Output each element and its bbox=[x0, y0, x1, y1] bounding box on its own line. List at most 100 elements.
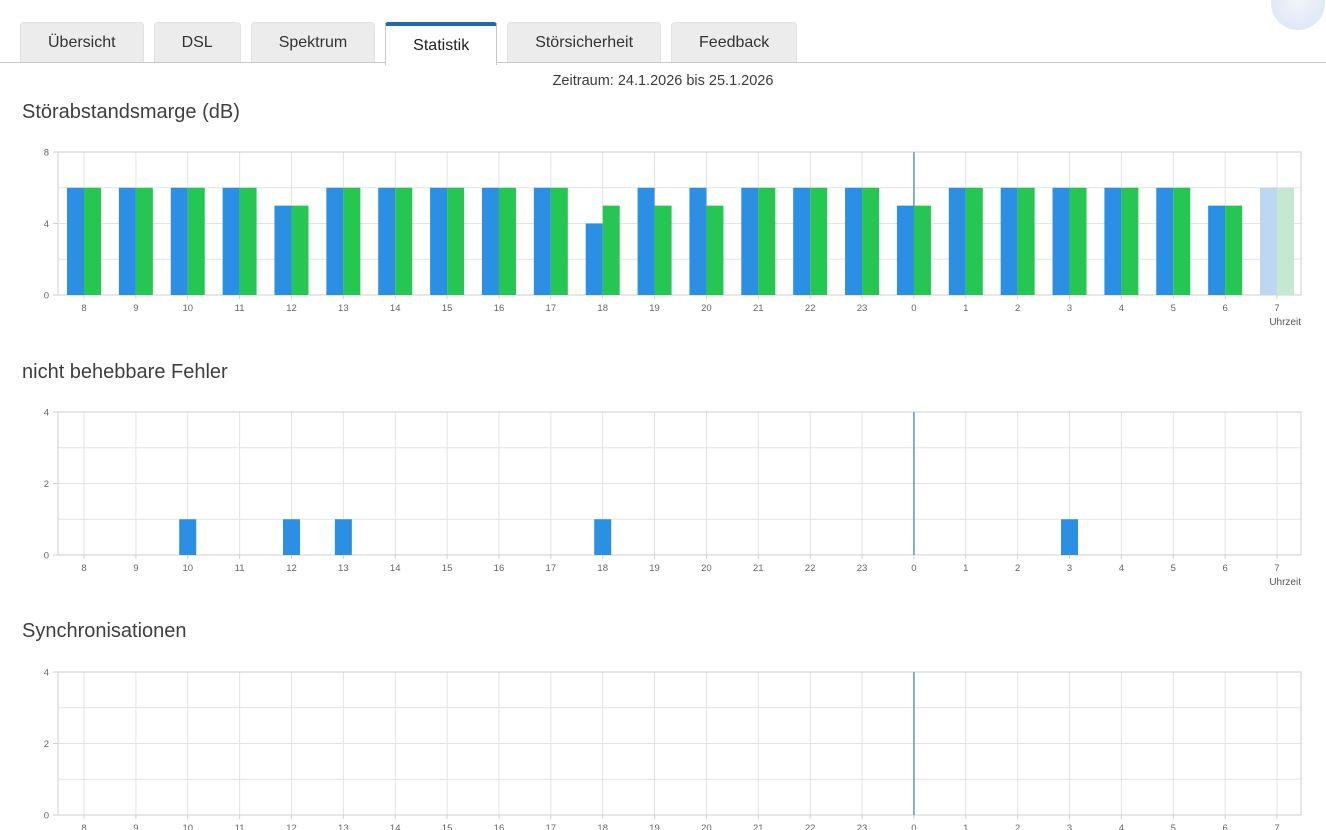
x-tick-label: 15 bbox=[442, 823, 453, 830]
x-tick-label: 6 bbox=[1222, 563, 1227, 574]
x-tick-label: 22 bbox=[805, 303, 816, 314]
bar bbox=[1173, 188, 1190, 295]
x-tick-label: 0 bbox=[911, 303, 916, 314]
x-tick-label: 10 bbox=[182, 303, 193, 314]
bar bbox=[586, 224, 603, 296]
bar bbox=[638, 188, 655, 295]
tab-label: Spektrum bbox=[279, 34, 347, 52]
x-tick-label: 10 bbox=[182, 563, 193, 574]
x-tick-label: 15 bbox=[442, 563, 453, 574]
bar bbox=[136, 188, 153, 295]
x-tick-label: 19 bbox=[649, 563, 660, 574]
x-tick-label: 13 bbox=[338, 563, 349, 574]
tab-spektrum[interactable]: Spektrum bbox=[251, 22, 375, 62]
tab-bar: Übersicht DSL Spektrum Statistik Störsicherh… bbox=[20, 22, 797, 65]
tab-feedback[interactable]: Feedback bbox=[671, 22, 797, 62]
bar bbox=[655, 206, 672, 295]
x-tick-label: 2 bbox=[1015, 823, 1020, 830]
x-tick-label: 20 bbox=[701, 563, 712, 574]
bar bbox=[1156, 188, 1173, 295]
x-tick-label: 9 bbox=[133, 303, 138, 314]
bar bbox=[706, 206, 723, 295]
bar bbox=[430, 188, 447, 295]
x-tick-label: 23 bbox=[857, 823, 868, 830]
bar bbox=[67, 188, 84, 295]
x-tick-label: 0 bbox=[911, 823, 916, 830]
x-tick-label: 3 bbox=[1067, 303, 1072, 314]
bar bbox=[240, 188, 257, 295]
bar bbox=[499, 188, 516, 295]
bar bbox=[1225, 206, 1242, 295]
x-tick-label: 11 bbox=[235, 823, 245, 830]
bar bbox=[741, 188, 758, 295]
x-tick-label: 4 bbox=[1119, 303, 1124, 314]
x-tick-label: 8 bbox=[81, 823, 86, 830]
x-tick-label: 3 bbox=[1067, 823, 1072, 830]
x-tick-label: 1 bbox=[963, 563, 968, 574]
bar bbox=[793, 188, 810, 295]
x-tick-label: 12 bbox=[286, 823, 297, 830]
y-tick-label: 2 bbox=[44, 739, 49, 750]
tab--bersicht[interactable]: Übersicht bbox=[20, 22, 144, 62]
x-tick-label: 10 bbox=[182, 823, 193, 830]
x-tick-label: 18 bbox=[597, 563, 608, 574]
x-tick-label: 8 bbox=[81, 303, 86, 314]
x-tick-label: 22 bbox=[805, 823, 816, 830]
bar bbox=[594, 519, 611, 555]
x-tick-label: 14 bbox=[390, 563, 401, 574]
chart-title-1: nicht behebbare Fehler bbox=[22, 361, 228, 384]
x-tick-label: 17 bbox=[546, 823, 557, 830]
x-axis-caption: Uhrzeit bbox=[1269, 577, 1301, 588]
bar bbox=[119, 188, 136, 295]
x-tick-label: 1 bbox=[963, 823, 968, 830]
y-tick-label: 0 bbox=[44, 811, 49, 822]
bar bbox=[1001, 188, 1018, 295]
x-tick-label: 23 bbox=[857, 303, 868, 314]
y-tick-label: 2 bbox=[44, 479, 49, 490]
x-tick-label: 20 bbox=[701, 303, 712, 314]
bar bbox=[1061, 519, 1078, 555]
bar bbox=[551, 188, 568, 295]
y-tick-label: 4 bbox=[44, 668, 49, 679]
bar bbox=[1104, 188, 1121, 295]
x-tick-label: 2 bbox=[1015, 303, 1020, 314]
x-tick-label: 13 bbox=[338, 303, 349, 314]
bar bbox=[343, 188, 360, 295]
bar bbox=[966, 188, 983, 295]
x-tick-label: 9 bbox=[133, 823, 138, 830]
tab-label: Übersicht bbox=[48, 34, 116, 52]
x-tick-label: 9 bbox=[133, 563, 138, 574]
x-tick-label: 22 bbox=[805, 563, 816, 574]
period-label: Zeitraum: 24.1.2026 bis 25.1.2026 bbox=[0, 73, 1326, 89]
x-tick-label: 6 bbox=[1222, 303, 1227, 314]
tab-dsl[interactable]: DSL bbox=[154, 22, 241, 62]
chart-title-2: Synchronisationen bbox=[22, 620, 187, 643]
x-tick-label: 23 bbox=[857, 563, 868, 574]
x-tick-label: 5 bbox=[1171, 303, 1176, 314]
x-tick-label: 2 bbox=[1015, 563, 1020, 574]
x-tick-label: 8 bbox=[81, 563, 86, 574]
tab-label: Störsicherheit bbox=[535, 34, 633, 52]
x-tick-label: 16 bbox=[494, 303, 505, 314]
bar bbox=[810, 188, 827, 295]
bar bbox=[758, 188, 775, 295]
x-tick-label: 5 bbox=[1171, 563, 1176, 574]
bar bbox=[188, 188, 205, 295]
tab-st-rsicherheit[interactable]: Störsicherheit bbox=[507, 22, 661, 62]
tab-label: DSL bbox=[182, 34, 213, 52]
x-tick-label: 21 bbox=[753, 823, 764, 830]
tab-statistik[interactable]: Statistik bbox=[385, 22, 497, 65]
x-tick-label: 6 bbox=[1222, 823, 1227, 830]
bar bbox=[603, 206, 620, 295]
tab-label: Statistik bbox=[413, 37, 469, 55]
x-tick-label: 13 bbox=[338, 823, 349, 830]
x-tick-label: 5 bbox=[1171, 823, 1176, 830]
bar bbox=[179, 519, 196, 555]
x-tick-label: 0 bbox=[911, 563, 916, 574]
bar bbox=[534, 188, 551, 295]
bar bbox=[1070, 188, 1087, 295]
bar bbox=[862, 188, 879, 295]
x-tick-label: 7 bbox=[1274, 563, 1279, 574]
y-tick-label: 4 bbox=[44, 219, 49, 230]
